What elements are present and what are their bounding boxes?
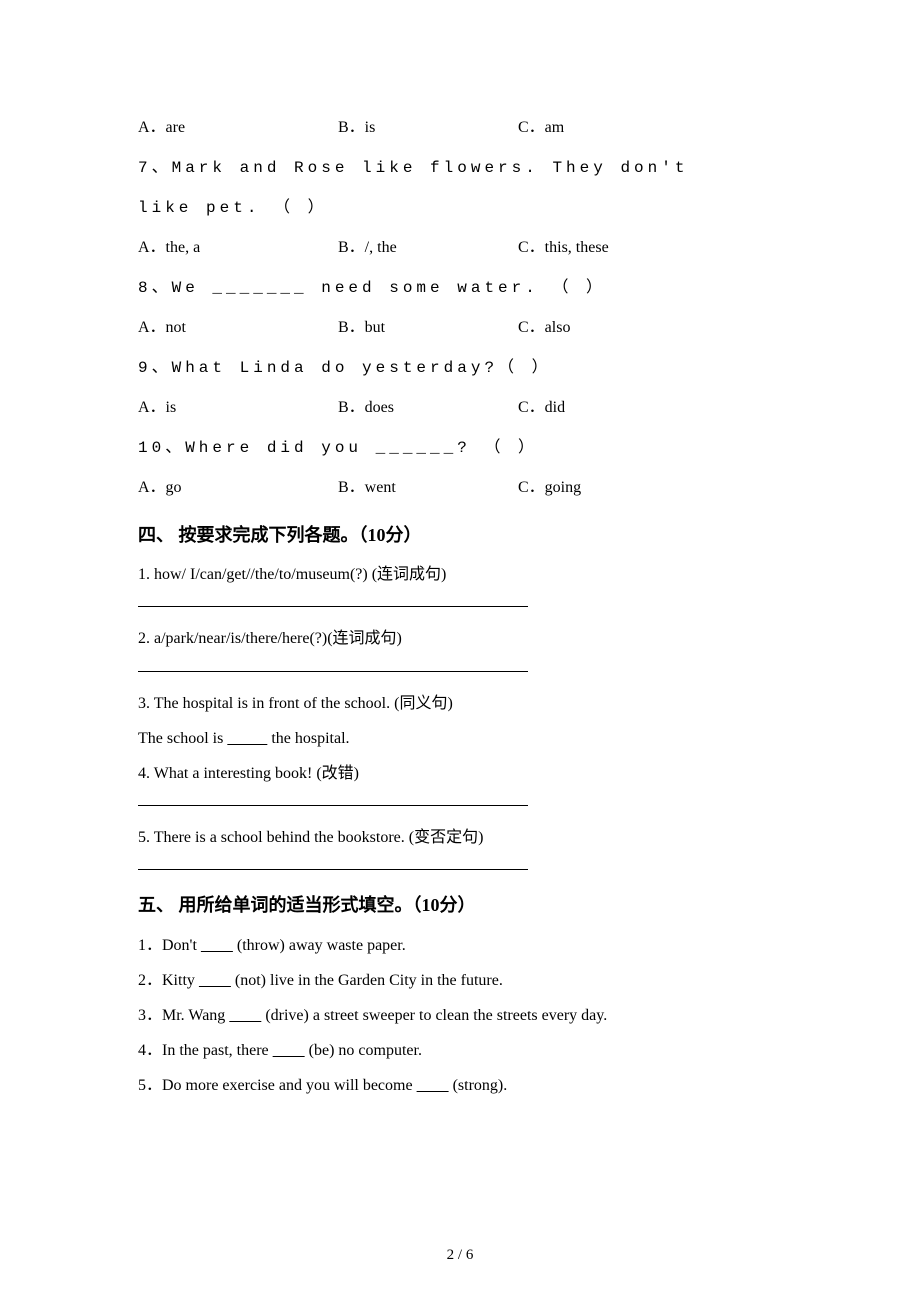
q9-option-c: C．did xyxy=(518,388,782,428)
q9-option-b: B．does xyxy=(338,388,518,428)
q9-option-a: A．is xyxy=(138,388,338,428)
sec4-q3b-post: the hospital. xyxy=(267,730,349,747)
q8-option-b: B．but xyxy=(338,308,518,348)
sec5-q1: 1．Don't (throw) away waste paper. xyxy=(138,928,782,963)
q6-option-c: C．am xyxy=(518,108,782,148)
sec4-q3b: The school is the hospital. xyxy=(138,721,782,756)
sec4-q5: 5. There is a school behind the bookstor… xyxy=(138,820,782,855)
sec5-q3: 3．Mr. Wang (drive) a street sweeper to c… xyxy=(138,998,782,1033)
sec5-q4: 4．In the past, there (be) no computer. xyxy=(138,1033,782,1068)
sec5-q2-post: (not) live in the Garden City in the fut… xyxy=(231,972,503,989)
q8-stem: 8、We _______ need some water. （ ） xyxy=(138,268,782,308)
q7-options: A．the, a B．/, the C．this, these xyxy=(138,228,782,268)
sec4-q1-answer-line xyxy=(138,606,528,607)
sec5-q1-blank xyxy=(201,937,233,954)
sec5-q4-blank xyxy=(273,1042,305,1059)
sec4-q3b-blank xyxy=(227,730,267,747)
sec4-q4-answer-line xyxy=(138,805,528,806)
sec5-q3-post: (drive) a street sweeper to clean the st… xyxy=(261,1007,607,1024)
q10-stem: 10、Where did you ______? （ ） xyxy=(138,428,782,468)
sec5-q4-post: (be) no computer. xyxy=(305,1042,422,1059)
q7-option-b: B．/, the xyxy=(338,228,518,268)
sec5-q2-pre: 2．Kitty xyxy=(138,972,199,989)
sec4-q3b-pre: The school is xyxy=(138,730,227,747)
q6-option-b: B．is xyxy=(338,108,518,148)
q8-option-c: C．also xyxy=(518,308,782,348)
q7-stem-line1: 7、Mark and Rose like flowers. They don't xyxy=(138,148,782,188)
q8-options: A．not B．but C．also xyxy=(138,308,782,348)
q10-option-a: A．go xyxy=(138,468,338,508)
q7-option-c: C．this, these xyxy=(518,228,782,268)
q10-option-b: B．went xyxy=(338,468,518,508)
q9-options: A．is B．does C．did xyxy=(138,388,782,428)
page-number: 2 / 6 xyxy=(0,1247,920,1264)
sec4-q2: 2. a/park/near/is/there/here(?)(连词成句) xyxy=(138,621,782,656)
q10-option-c: C．going xyxy=(518,468,782,508)
sec5-q4-pre: 4．In the past, there xyxy=(138,1042,273,1059)
q8-option-a: A．not xyxy=(138,308,338,348)
q7-stem-line2: like pet. （ ） xyxy=(138,188,782,228)
sec4-q1: 1. how/ I/can/get//the/to/museum(?) (连词成… xyxy=(138,557,782,592)
section5-heading: 五、 用所给单词的适当形式填空。（10分） xyxy=(138,884,782,927)
q10-options: A．go B．went C．going xyxy=(138,468,782,508)
section4-heading: 四、 按要求完成下列各题。（10分） xyxy=(138,514,782,557)
sec5-q2-blank xyxy=(199,972,231,989)
sec5-q2: 2．Kitty (not) live in the Garden City in… xyxy=(138,963,782,998)
sec4-q3: 3. The hospital is in front of the schoo… xyxy=(138,686,782,721)
sec5-q5: 5．Do more exercise and you will become (… xyxy=(138,1068,782,1103)
q7-option-a: A．the, a xyxy=(138,228,338,268)
sec5-q3-pre: 3．Mr. Wang xyxy=(138,1007,229,1024)
sec4-q2-answer-line xyxy=(138,671,528,672)
sec5-q3-blank xyxy=(229,1007,261,1024)
sec5-q5-pre: 5．Do more exercise and you will become xyxy=(138,1077,417,1094)
sec4-q5-answer-line xyxy=(138,869,528,870)
q6-options: A．are B．is C．am xyxy=(138,108,782,148)
sec5-q5-post: (strong). xyxy=(449,1077,508,1094)
q6-option-a: A．are xyxy=(138,108,338,148)
q9-stem: 9、What Linda do yesterday?（ ） xyxy=(138,348,782,388)
sec5-q1-post: (throw) away waste paper. xyxy=(233,937,406,954)
sec4-q4: 4. What a interesting book! (改错) xyxy=(138,756,782,791)
sec5-q5-blank xyxy=(417,1077,449,1094)
sec5-q1-pre: 1．Don't xyxy=(138,937,201,954)
